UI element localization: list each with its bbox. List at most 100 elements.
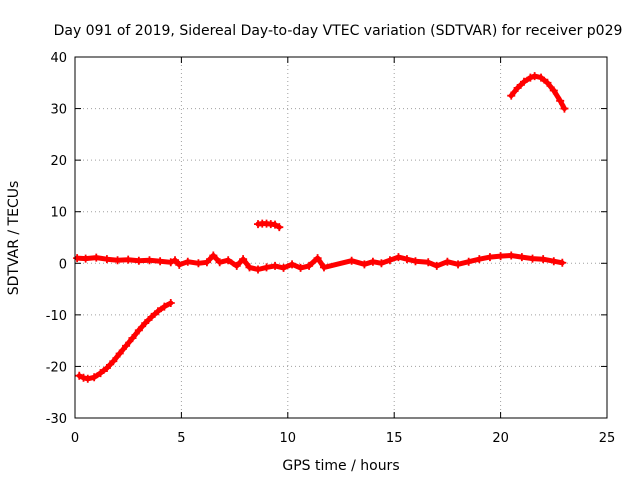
data-point — [134, 326, 143, 335]
y-tick-label: 20 — [50, 154, 67, 169]
y-tick-label: -10 — [46, 309, 67, 324]
data-point — [73, 254, 82, 263]
data-point — [245, 263, 254, 272]
data-series — [73, 251, 567, 274]
series-line — [76, 300, 174, 382]
data-point — [539, 255, 548, 264]
data-point — [560, 104, 569, 113]
data-point — [271, 220, 280, 229]
data-point — [275, 223, 284, 232]
data-point — [271, 261, 280, 270]
data-point — [543, 78, 552, 87]
series-line — [508, 73, 567, 112]
y-axis-label: SDTVAR / TECUs — [6, 181, 22, 296]
data-point — [124, 255, 133, 264]
data-point — [528, 254, 537, 263]
data-point — [175, 260, 184, 269]
data-point — [153, 307, 162, 316]
data-point — [402, 255, 411, 264]
data-point — [520, 77, 529, 86]
data-point — [113, 256, 122, 265]
data-series — [254, 219, 284, 232]
data-point — [128, 334, 137, 343]
x-tick-label: 15 — [386, 431, 403, 446]
x-tick-label: 5 — [177, 431, 185, 446]
data-point — [485, 253, 494, 262]
data-point — [224, 256, 233, 265]
data-point — [411, 257, 420, 266]
data-point — [313, 254, 322, 263]
data-point — [347, 256, 356, 265]
data-point — [526, 73, 535, 82]
data-point — [171, 256, 180, 265]
data-point — [215, 258, 224, 267]
data-point — [360, 260, 369, 269]
data-point — [394, 253, 403, 262]
data-point — [122, 341, 131, 350]
data-point — [496, 252, 505, 261]
data-point — [288, 260, 297, 269]
data-series — [75, 298, 175, 383]
data-point — [83, 374, 92, 383]
data-point — [443, 257, 452, 266]
data-point — [160, 302, 169, 311]
data-point — [507, 91, 516, 100]
data-point — [254, 265, 263, 274]
data-point — [109, 357, 118, 366]
y-tick-label: 10 — [50, 206, 67, 221]
y-tick-label: 0 — [59, 257, 67, 272]
data-series — [507, 72, 569, 113]
plot-frame — [74, 56, 608, 419]
data-point — [424, 258, 433, 267]
data-point — [464, 257, 473, 266]
data-point — [79, 373, 88, 382]
data-point — [279, 263, 288, 272]
data-point — [454, 260, 463, 269]
data-point — [96, 369, 105, 378]
data-point — [558, 258, 567, 267]
data-point — [166, 298, 175, 307]
data-point — [239, 255, 248, 264]
data-point — [530, 72, 539, 81]
grid — [75, 57, 607, 418]
data-point — [368, 257, 377, 266]
data-point — [147, 312, 156, 321]
data-point — [102, 363, 111, 372]
data-point — [475, 255, 484, 264]
data-point — [115, 349, 124, 358]
y-tick-label: 40 — [50, 51, 67, 66]
data-point — [232, 261, 241, 270]
data-point — [183, 257, 192, 266]
ticks: -30 -20 -10 0 10 20 30 40 0 5 10 15 20 25 — [46, 51, 616, 446]
data-point — [385, 256, 394, 265]
y-tick-label: 30 — [50, 103, 67, 118]
data-point — [507, 251, 516, 260]
x-tick-label: 25 — [599, 431, 616, 446]
data-point — [209, 251, 218, 260]
chart-title: Day 091 of 2019, Sidereal Day-to-day VTE… — [54, 23, 623, 39]
data-point — [194, 259, 203, 268]
data-point — [517, 253, 526, 262]
data-point — [432, 261, 441, 270]
data-point — [141, 319, 150, 328]
data-point — [166, 258, 175, 267]
data-point — [202, 258, 211, 267]
data-point — [377, 259, 386, 268]
x-tick-label: 10 — [280, 431, 297, 446]
data-point — [549, 86, 558, 95]
data-point — [537, 73, 546, 82]
data-point — [305, 261, 314, 270]
data-point — [75, 371, 84, 380]
data-point — [92, 253, 101, 262]
data-point — [145, 256, 154, 265]
data-point — [296, 263, 305, 272]
data-point — [81, 254, 90, 263]
x-axis-label: GPS time / hours — [282, 458, 399, 474]
x-tick-label: 20 — [492, 431, 509, 446]
data-point — [556, 96, 565, 105]
data-point — [102, 255, 111, 264]
x-tick-label: 0 — [71, 431, 79, 446]
y-tick-label: -20 — [46, 360, 67, 375]
y-tick-label: -30 — [46, 412, 67, 427]
